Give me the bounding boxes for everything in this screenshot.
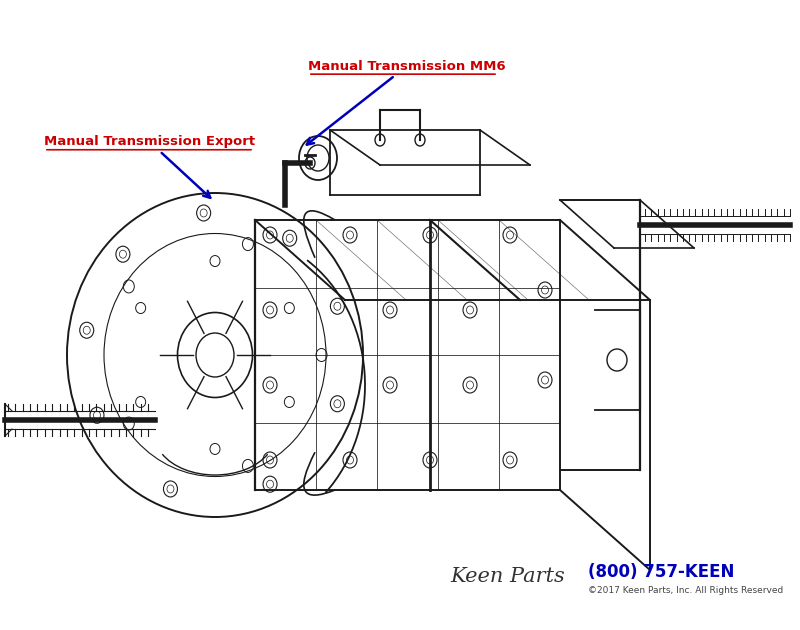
Text: (800) 757-KEEN: (800) 757-KEEN — [588, 563, 734, 581]
Text: ©2017 Keen Parts, Inc. All Rights Reserved: ©2017 Keen Parts, Inc. All Rights Reserv… — [588, 587, 783, 595]
Text: Keen Parts: Keen Parts — [450, 567, 566, 586]
Text: Manual Transmission Export: Manual Transmission Export — [44, 135, 255, 198]
Text: Manual Transmission MM6: Manual Transmission MM6 — [306, 60, 506, 145]
